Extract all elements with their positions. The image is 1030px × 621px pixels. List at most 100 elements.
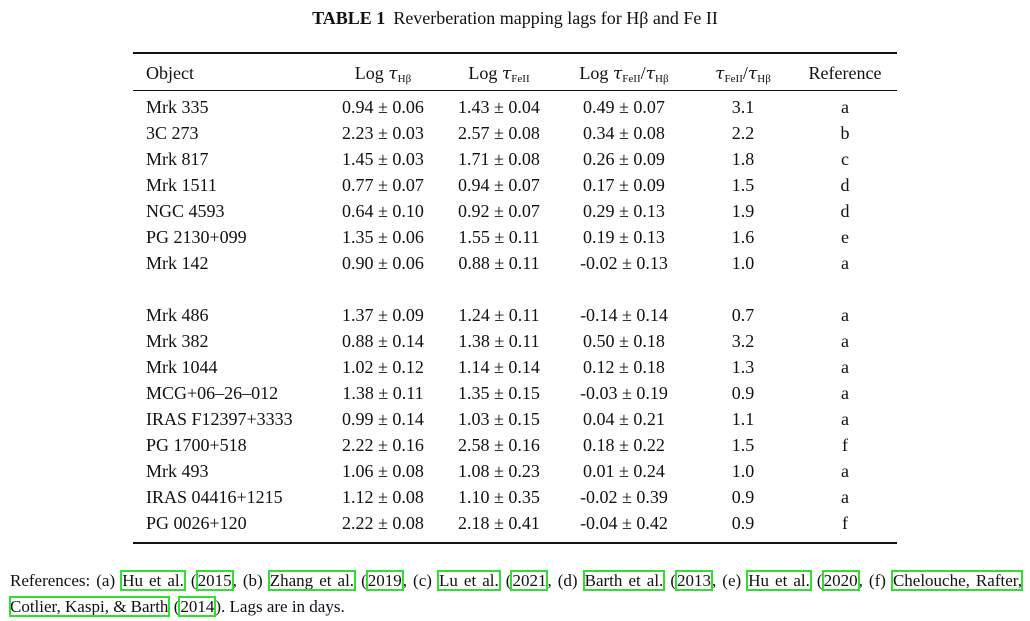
footnote-text: , (e) (712, 571, 748, 590)
table-row: IRAS 04416+1215 1.12 ± 0.08 1.10 ± 0.35 -0.… (133, 484, 897, 510)
cell-log-tau-hb: 0.90 ± 0.06 (342, 253, 424, 273)
footnote-text: References: (a) (10, 571, 122, 590)
cell-log-tau-feii: 0.88 ± 0.11 (458, 253, 540, 273)
cell-log-lag-ratio: 0.26 ± 0.09 (583, 149, 665, 169)
cell-log-lag-ratio: 0.29 ± 0.13 (583, 201, 665, 221)
citation-year-d[interactable]: 2013 (675, 570, 714, 591)
cell-log-tau-hb: 1.12 ± 0.08 (342, 487, 424, 507)
citation-link-c[interactable]: Lu et al. (436, 570, 501, 591)
cell-log-tau-hb: 2.22 ± 0.16 (342, 435, 424, 455)
cell-reference: f (842, 513, 848, 533)
cell-log-tau-feii: 1.14 ± 0.14 (458, 357, 540, 377)
cell-reference: f (842, 435, 848, 455)
table-top-rule (133, 52, 897, 54)
table-label: TABLE 1 (312, 8, 386, 28)
cell-object: PG 0026+120 (146, 513, 247, 533)
cell-object: Mrk 142 (146, 253, 209, 273)
citation-year-f[interactable]: 2014 (178, 596, 217, 617)
cell-log-tau-feii: 1.38 ± 0.11 (458, 331, 540, 351)
table-header-row: Object Log τHβ Log τFeII Log τFeII/τHβ τ… (133, 60, 897, 86)
citation-year-b[interactable]: 2019 (365, 570, 404, 591)
header-reference: Reference (808, 63, 882, 83)
cell-log-tau-feii: 1.71 ± 0.08 (458, 149, 540, 169)
cell-log-tau-feii: 2.58 ± 0.16 (458, 435, 540, 455)
cell-object: Mrk 486 (146, 305, 209, 325)
cell-lag-ratio: 3.1 (731, 97, 755, 117)
cell-log-tau-feii: 1.43 ± 0.04 (458, 97, 540, 117)
table-row: Mrk 1044 1.02 ± 0.12 1.14 ± 0.14 0.12 ± 0.1… (133, 354, 897, 380)
table-row: NGC 4593 0.64 ± 0.10 0.92 ± 0.07 0.29 ± 0.1… (133, 198, 897, 224)
cell-log-tau-feii: 1.10 ± 0.35 (458, 487, 540, 507)
cell-reference: a (841, 487, 849, 507)
cell-object: PG 1700+518 (146, 435, 247, 455)
cell-log-lag-ratio: 0.19 ± 0.13 (583, 227, 665, 247)
header-log-tau-hb: Log τHβ (354, 63, 412, 85)
cell-lag-ratio: 1.0 (731, 253, 755, 273)
cell-object: Mrk 1511 (146, 175, 217, 195)
citation-link-f[interactable]: Chelouche, Rafter, Cotlier, Kaspi, & Bar… (9, 570, 1023, 617)
cell-log-tau-hb: 1.35 ± 0.06 (342, 227, 424, 247)
cell-log-tau-hb: 1.45 ± 0.03 (342, 149, 424, 169)
cell-log-tau-hb: 2.23 ± 0.03 (342, 123, 424, 143)
cell-reference: d (840, 175, 850, 195)
cell-reference: a (841, 357, 849, 377)
cell-lag-ratio: 1.8 (731, 149, 755, 169)
cell-object: 3C 273 (146, 123, 199, 143)
citation-link-b[interactable]: Zhang et al. (267, 570, 357, 591)
cell-lag-ratio: 0.9 (731, 383, 755, 403)
cell-log-lag-ratio: -0.14 ± 0.14 (580, 305, 668, 325)
citation-year-e[interactable]: 2020 (821, 570, 860, 591)
citation-link-a[interactable]: Hu et al. (120, 570, 186, 591)
cell-reference: d (840, 201, 850, 221)
cell-lag-ratio: 1.1 (731, 409, 755, 429)
cell-log-tau-hb: 1.06 ± 0.08 (342, 461, 424, 481)
header-object: Object (146, 63, 194, 83)
citation-link-e[interactable]: Hu et al. (746, 570, 812, 591)
cell-lag-ratio: 1.6 (731, 227, 755, 247)
cell-log-tau-feii: 1.08 ± 0.23 (458, 461, 540, 481)
cell-log-tau-hb: 2.22 ± 0.08 (342, 513, 424, 533)
footnote-text: ). Lags are in days. (215, 597, 345, 616)
table-row: Mrk 817 1.45 ± 0.03 1.71 ± 0.08 0.26 ± 0.09… (133, 146, 897, 172)
header-log-tau-feii: Log τFeII (468, 63, 530, 85)
cell-log-lag-ratio: 0.01 ± 0.24 (583, 461, 665, 481)
cell-log-lag-ratio: 0.50 ± 0.18 (583, 331, 665, 351)
cell-log-tau-feii: 1.55 ± 0.11 (458, 227, 540, 247)
cell-log-tau-feii: 2.18 ± 0.41 (458, 513, 540, 533)
cell-log-tau-hb: 0.88 ± 0.14 (342, 331, 424, 351)
citation-link-d[interactable]: Barth et al. (582, 570, 666, 591)
cell-reference: a (841, 383, 849, 403)
table-row: 3C 273 2.23 ± 0.03 2.57 ± 0.08 0.34 ± 0.08 2… (133, 120, 897, 146)
cell-object: Mrk 382 (146, 331, 209, 351)
table-row: Mrk 142 0.90 ± 0.06 0.88 ± 0.11 -0.02 ± 0.1… (133, 250, 897, 276)
cell-log-lag-ratio: -0.02 ± 0.39 (580, 487, 668, 507)
citation-year-a[interactable]: 2015 (195, 570, 234, 591)
cell-log-tau-hb: 0.94 ± 0.06 (342, 97, 424, 117)
citation-year-c[interactable]: 2021 (510, 570, 549, 591)
table-title: Reverberation mapping lags for Hβ and Fe… (393, 8, 718, 28)
cell-object: IRAS F12397+3333 (146, 409, 293, 429)
cell-object: MCG+06–26–012 (146, 383, 279, 403)
cell-log-lag-ratio: 0.17 ± 0.09 (583, 175, 665, 195)
cell-lag-ratio: 0.9 (731, 487, 755, 507)
cell-reference: a (841, 461, 849, 481)
cell-log-lag-ratio: 0.49 ± 0.07 (583, 97, 665, 117)
table-row: Mrk 493 1.06 ± 0.08 1.08 ± 0.23 0.01 ± 0.24… (133, 458, 897, 484)
cell-object: IRAS 04416+1215 (146, 487, 283, 507)
cell-reference: a (841, 331, 849, 351)
table-row: PG 2130+099 1.35 ± 0.06 1.55 ± 0.11 0.19 ± … (133, 224, 897, 250)
cell-log-tau-hb: 1.38 ± 0.11 (342, 383, 424, 403)
cell-lag-ratio: 1.0 (731, 461, 755, 481)
cell-object: NGC 4593 (146, 201, 225, 221)
cell-log-lag-ratio: 0.34 ± 0.08 (583, 123, 665, 143)
cell-lag-ratio: 1.3 (731, 357, 755, 377)
table-bottom-rule (133, 542, 897, 544)
cell-log-lag-ratio: -0.04 ± 0.42 (580, 513, 668, 533)
cell-log-tau-feii: 2.57 ± 0.08 (458, 123, 540, 143)
header-log-lag-ratio: Log τFeII/τHβ (579, 63, 669, 85)
cell-log-lag-ratio: 0.12 ± 0.18 (583, 357, 665, 377)
cell-log-lag-ratio: -0.03 ± 0.19 (580, 383, 668, 403)
cell-log-tau-hb: 1.02 ± 0.12 (342, 357, 424, 377)
cell-lag-ratio: 1.5 (731, 175, 755, 195)
cell-reference: a (841, 97, 849, 117)
